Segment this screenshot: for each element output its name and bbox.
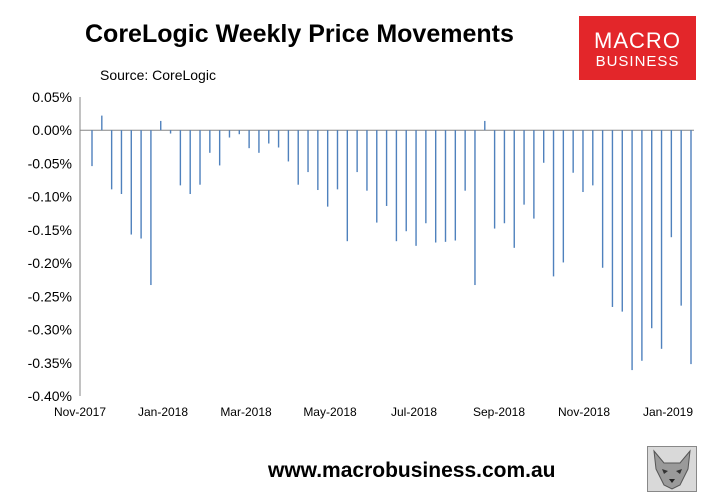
bar	[376, 130, 378, 223]
bar	[425, 130, 427, 224]
x-tick-label: Sep-2018	[473, 405, 525, 419]
logo-line-2: BUSINESS	[595, 53, 680, 70]
bar	[651, 130, 653, 329]
chart-title: CoreLogic Weekly Price Movements	[85, 20, 514, 48]
bar	[444, 130, 447, 242]
bar	[621, 130, 623, 312]
macrobusiness-logo: MACRO BUSINESS	[579, 16, 696, 80]
y-tick-label: -0.25%	[28, 288, 72, 304]
bar	[297, 130, 299, 185]
bar	[160, 120, 162, 131]
bar	[611, 130, 614, 307]
logo-line-1: MACRO	[594, 28, 681, 53]
bar	[670, 130, 673, 238]
y-tick-label: -0.15%	[28, 222, 72, 238]
bar	[601, 130, 604, 268]
bar	[356, 130, 358, 173]
bar	[552, 130, 555, 277]
bar	[258, 130, 260, 153]
x-tick-label: Jul-2018	[391, 405, 437, 419]
bar	[238, 130, 240, 135]
bar	[690, 130, 692, 365]
x-tick-label: Nov-2017	[54, 405, 106, 419]
bar	[287, 130, 290, 162]
x-tick-label: Jan-2018	[138, 405, 188, 419]
bar	[317, 130, 319, 191]
bar	[592, 130, 594, 186]
y-tick-label: -0.05%	[28, 155, 72, 171]
bar	[218, 130, 221, 166]
bar	[346, 130, 349, 242]
bar	[326, 130, 329, 207]
bar	[434, 130, 437, 243]
bar	[503, 130, 506, 224]
chart-source: Source: CoreLogic	[100, 67, 216, 83]
bar	[513, 130, 515, 248]
bar	[248, 130, 250, 149]
y-tick-label: 0.05%	[32, 89, 72, 105]
bar	[680, 130, 682, 306]
bar	[101, 115, 103, 131]
wolf-mascot-image	[647, 446, 697, 492]
bar	[582, 130, 584, 193]
bar	[474, 130, 476, 286]
bar	[91, 130, 93, 167]
bar	[169, 130, 172, 134]
bar	[336, 130, 339, 190]
bar	[140, 130, 142, 239]
y-tick-label: -0.35%	[28, 355, 72, 371]
y-tick-label: 0.00%	[32, 122, 72, 138]
bar	[199, 130, 201, 185]
x-tick-label: Mar-2018	[220, 405, 272, 419]
bar	[493, 130, 496, 229]
bar	[130, 130, 132, 235]
y-tick-label: -0.40%	[28, 388, 72, 404]
bar	[179, 130, 182, 186]
bar	[562, 130, 565, 263]
bar	[572, 130, 574, 173]
bar	[209, 130, 211, 153]
x-tick-label: Jan-2019	[643, 405, 693, 419]
bar	[464, 130, 466, 191]
bar	[454, 130, 457, 241]
y-tick-label: -0.10%	[28, 189, 72, 205]
bar	[120, 130, 123, 195]
bar	[110, 130, 113, 190]
bar	[189, 130, 191, 195]
bar	[660, 130, 663, 349]
y-tick-label: -0.20%	[28, 255, 72, 271]
bar	[366, 130, 368, 191]
bar	[484, 120, 486, 131]
bar	[415, 130, 417, 246]
x-tick-label: May-2018	[303, 405, 357, 419]
x-tick-label: Nov-2018	[558, 405, 610, 419]
bar	[150, 130, 152, 286]
bar	[533, 130, 535, 219]
bar-chart: 0.05% 0.00% -0.05% -0.10% -0.15% -0.20% -0.25%…	[28, 89, 694, 419]
y-tick-label: -0.30%	[28, 322, 72, 338]
bar	[631, 130, 633, 371]
bar	[523, 130, 525, 205]
bar	[228, 130, 231, 138]
bar	[307, 130, 309, 173]
bar	[543, 130, 545, 163]
bar	[395, 130, 398, 242]
bar	[405, 130, 407, 232]
bar	[268, 130, 270, 144]
bar	[277, 130, 280, 148]
bar	[641, 130, 643, 361]
bar	[385, 130, 388, 206]
website-url: www.macrobusiness.com.au	[268, 459, 556, 482]
